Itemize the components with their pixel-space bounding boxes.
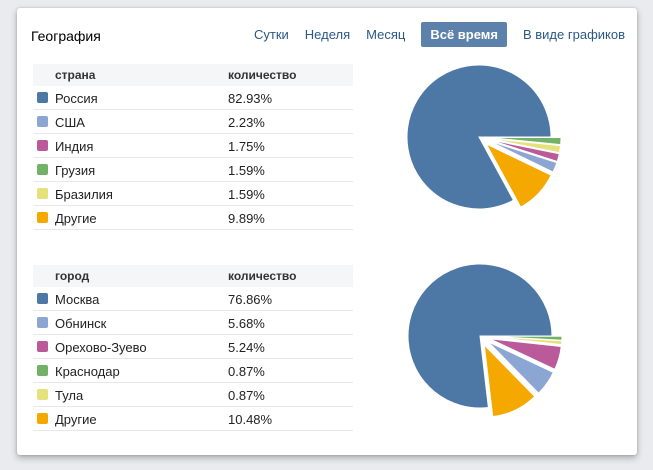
row-value: 5.24% bbox=[228, 340, 265, 355]
legend-color-chip bbox=[37, 188, 48, 199]
tab-week[interactable]: Неделя bbox=[304, 27, 351, 42]
row-label: Обнинск bbox=[55, 316, 107, 331]
legend-color-chip bbox=[37, 164, 48, 175]
legend-color-chip bbox=[37, 212, 48, 223]
table-row: Другие 9.89% bbox=[33, 206, 353, 230]
legend-color-chip bbox=[37, 116, 48, 127]
row-label: Москва bbox=[55, 292, 100, 307]
table-row: Индия 1.75% bbox=[33, 134, 353, 158]
legend-color-chip bbox=[37, 140, 48, 151]
table-row: Орехово-Зуево 5.24% bbox=[33, 335, 353, 359]
table-row: Другие 10.48% bbox=[33, 407, 353, 431]
column-header-value: количество bbox=[228, 68, 297, 82]
legend-color-chip bbox=[37, 389, 48, 400]
legend-color-chip bbox=[37, 341, 48, 352]
row-label: США bbox=[55, 115, 85, 130]
row-value: 1.75% bbox=[228, 139, 265, 154]
row-label: Бразилия bbox=[55, 187, 113, 202]
row-label: Орехово-Зуево bbox=[55, 340, 147, 355]
countries-pie-chart bbox=[406, 64, 562, 210]
row-label: Россия bbox=[55, 91, 98, 106]
period-tabs: Сутки Неделя Месяц Всё время В виде граф… bbox=[254, 22, 625, 47]
table-row: Бразилия 1.59% bbox=[33, 182, 353, 206]
legend-color-chip bbox=[37, 293, 48, 304]
row-value: 9.89% bbox=[228, 211, 265, 226]
row-value: 1.59% bbox=[228, 187, 265, 202]
table-row: Тула 0.87% bbox=[33, 383, 353, 407]
view-as-graphs-link[interactable]: В виде графиков bbox=[522, 27, 625, 42]
table-header-row: страна количество bbox=[33, 64, 353, 86]
table-row: Обнинск 5.68% bbox=[33, 311, 353, 335]
tab-month[interactable]: Месяц bbox=[366, 27, 406, 42]
table-row: США 2.23% bbox=[33, 110, 353, 134]
cities-table: город количество Москва 76.86% Обнинск 5.68% О… bbox=[33, 265, 353, 431]
pie-2-slice-1[interactable] bbox=[487, 341, 555, 394]
row-value: 0.87% bbox=[228, 364, 265, 379]
pie-1-slice-5[interactable] bbox=[485, 142, 552, 208]
row-value: 82.93% bbox=[228, 91, 273, 106]
pie-2-slice-0[interactable] bbox=[407, 263, 553, 409]
column-header-label: страна bbox=[55, 68, 96, 82]
pie-2-slice-5[interactable] bbox=[483, 343, 536, 418]
table-row: Москва 76.86% bbox=[33, 287, 353, 311]
row-label: Индия bbox=[55, 139, 94, 154]
pie-1-slice-3[interactable] bbox=[488, 137, 562, 146]
cities-pie-chart bbox=[407, 263, 563, 418]
row-label: Другие bbox=[55, 412, 97, 427]
row-label: Краснодар bbox=[55, 364, 120, 379]
tab-day[interactable]: Сутки bbox=[253, 27, 289, 42]
pie-2-slice-3[interactable] bbox=[489, 335, 563, 341]
pie-1-slice-2[interactable] bbox=[488, 139, 560, 163]
tab-all-time[interactable]: Всё время bbox=[421, 22, 507, 47]
legend-color-chip bbox=[37, 413, 48, 424]
pie-1-slice-0[interactable] bbox=[406, 64, 552, 210]
pie-2-slice-2[interactable] bbox=[489, 338, 562, 370]
row-value: 2.23% bbox=[228, 115, 265, 130]
pie-1-slice-4[interactable] bbox=[488, 137, 562, 154]
countries-table: страна количество Россия 82.93% США 2.23% Инди… bbox=[33, 64, 353, 230]
legend-color-chip bbox=[37, 365, 48, 376]
table-row: Россия 82.93% bbox=[33, 86, 353, 110]
row-value: 1.59% bbox=[228, 163, 265, 178]
row-value: 0.87% bbox=[228, 388, 265, 403]
row-value: 76.86% bbox=[228, 292, 273, 307]
table-row: Краснодар 0.87% bbox=[33, 359, 353, 383]
row-value: 5.68% bbox=[228, 316, 265, 331]
legend-color-chip bbox=[37, 317, 48, 328]
page-title: География bbox=[31, 28, 101, 44]
row-label: Другие bbox=[55, 211, 97, 226]
table-header-row: город количество bbox=[33, 265, 353, 287]
table-row: Грузия 1.59% bbox=[33, 158, 353, 182]
row-label: Тула bbox=[55, 388, 84, 403]
column-header-label: город bbox=[55, 269, 90, 283]
pie-1-slice-1[interactable] bbox=[488, 140, 558, 173]
geography-stats-panel: География Сутки Неделя Месяц Всё время В… bbox=[17, 8, 637, 455]
row-value: 10.48% bbox=[228, 412, 273, 427]
column-header-value: количество bbox=[228, 269, 297, 283]
panel-header: География Сутки Неделя Месяц Всё время В… bbox=[17, 8, 637, 60]
legend-color-chip bbox=[37, 92, 48, 103]
pie-2-slice-4[interactable] bbox=[489, 336, 563, 346]
row-label: Грузия bbox=[55, 163, 96, 178]
